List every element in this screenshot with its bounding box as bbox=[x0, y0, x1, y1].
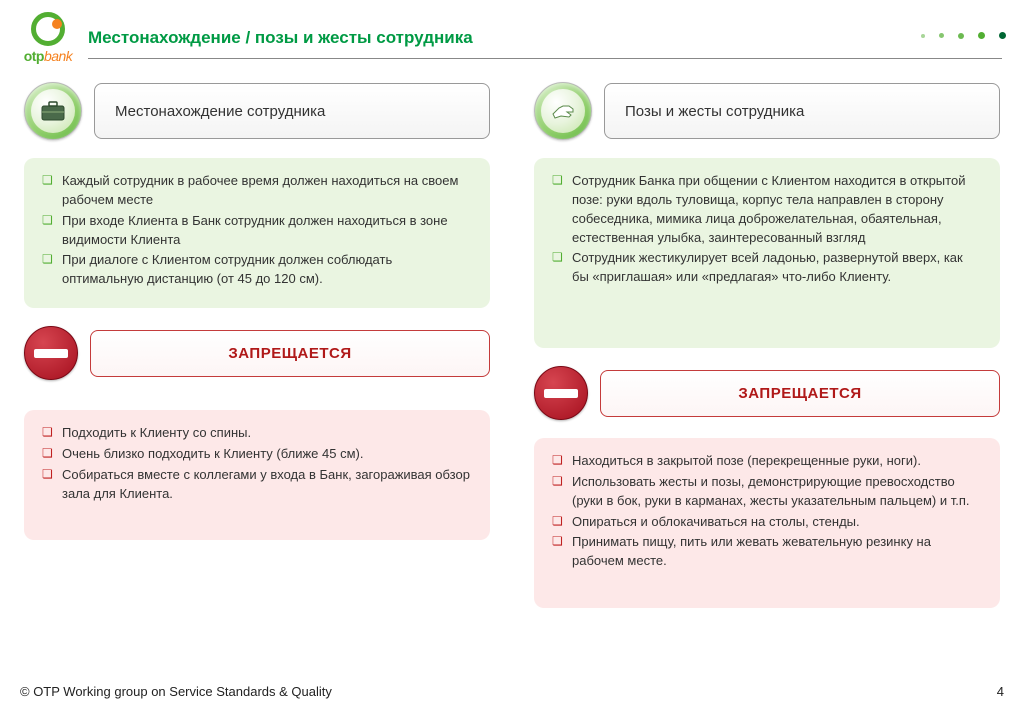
slide-header: otpbank Местонахождение / позы и жесты с… bbox=[0, 0, 1024, 64]
briefcase-badge-icon bbox=[24, 82, 82, 140]
left-rules-list: Каждый сотрудник в рабочее время должен … bbox=[38, 172, 472, 289]
logo-otp-text: otp bbox=[24, 48, 44, 64]
left-forbidden-label: ЗАПРЕЩАЕТСЯ bbox=[90, 330, 490, 377]
no-entry-icon bbox=[534, 366, 588, 420]
list-item: Сотрудник жестикулирует всей ладонью, ра… bbox=[548, 249, 982, 287]
slide-body: Местонахождение сотрудника Каждый сотруд… bbox=[0, 64, 1024, 608]
page-number: 4 bbox=[997, 684, 1004, 699]
left-column: Местонахождение сотрудника Каждый сотруд… bbox=[24, 82, 490, 608]
right-rules-box: Сотрудник Банка при общении с Клиентом н… bbox=[534, 158, 1000, 348]
left-forbidden-box: Подходить к Клиенту со спины. Очень близ… bbox=[24, 410, 490, 540]
right-forbidden-label: ЗАПРЕЩАЕТСЯ bbox=[600, 370, 1000, 417]
list-item: Сотрудник Банка при общении с Клиентом н… bbox=[548, 172, 982, 247]
right-column: Позы и жесты сотрудника Сотрудник Банка … bbox=[534, 82, 1000, 608]
left-forbidden-header: ЗАПРЕЩАЕТСЯ bbox=[24, 326, 490, 380]
briefcase-icon bbox=[40, 100, 66, 122]
slide-footer: © OTP Working group on Service Standards… bbox=[20, 684, 1004, 699]
right-section-title: Позы и жесты сотрудника bbox=[604, 83, 1000, 139]
list-item: Использовать жесты и позы, демонстрирующ… bbox=[548, 473, 982, 511]
right-rules-list: Сотрудник Банка при общении с Клиентом н… bbox=[548, 172, 982, 287]
list-item: Собираться вместе с коллегами у входа в … bbox=[38, 466, 472, 504]
logo-ring-icon bbox=[31, 12, 65, 46]
right-forbidden-header: ЗАПРЕЩАЕТСЯ bbox=[534, 366, 1000, 420]
list-item: Каждый сотрудник в рабочее время должен … bbox=[38, 172, 472, 210]
title-container: Местонахождение / позы и жесты сотрудник… bbox=[78, 12, 1006, 59]
open-hand-icon bbox=[549, 100, 577, 122]
left-section-title: Местонахождение сотрудника bbox=[94, 83, 490, 139]
hand-badge-icon bbox=[534, 82, 592, 140]
right-forbidden-list: Находиться в закрытой позе (перекрещенны… bbox=[548, 452, 982, 571]
otp-logo: otpbank bbox=[18, 12, 78, 64]
list-item: При диалоге с Клиентом сотрудник должен … bbox=[38, 251, 472, 289]
left-section-header: Местонахождение сотрудника bbox=[24, 82, 490, 140]
copyright-text: © OTP Working group on Service Standards… bbox=[20, 684, 332, 699]
slide-title: Местонахождение / позы и жесты сотрудник… bbox=[88, 28, 1006, 58]
list-item: Подходить к Клиенту со спины. bbox=[38, 424, 472, 443]
right-forbidden-box: Находиться в закрытой позе (перекрещенны… bbox=[534, 438, 1000, 608]
list-item: Опираться и облокачиваться на столы, сте… bbox=[548, 513, 982, 532]
no-entry-icon bbox=[24, 326, 78, 380]
left-forbidden-list: Подходить к Клиенту со спины. Очень близ… bbox=[38, 424, 472, 503]
list-item: Находиться в закрытой позе (перекрещенны… bbox=[548, 452, 982, 471]
logo-bank-text: bank bbox=[44, 48, 72, 64]
logo-dot-icon bbox=[52, 19, 62, 29]
logo-text: otpbank bbox=[18, 48, 78, 64]
title-underline bbox=[88, 58, 1002, 59]
right-section-header: Позы и жесты сотрудника bbox=[534, 82, 1000, 140]
list-item: Очень близко подходить к Клиенту (ближе … bbox=[38, 445, 472, 464]
list-item: При входе Клиента в Банк сотрудник долже… bbox=[38, 212, 472, 250]
left-rules-box: Каждый сотрудник в рабочее время должен … bbox=[24, 158, 490, 308]
list-item: Принимать пищу, пить или жевать жеватель… bbox=[548, 533, 982, 571]
decor-dots-icon bbox=[921, 32, 1006, 39]
